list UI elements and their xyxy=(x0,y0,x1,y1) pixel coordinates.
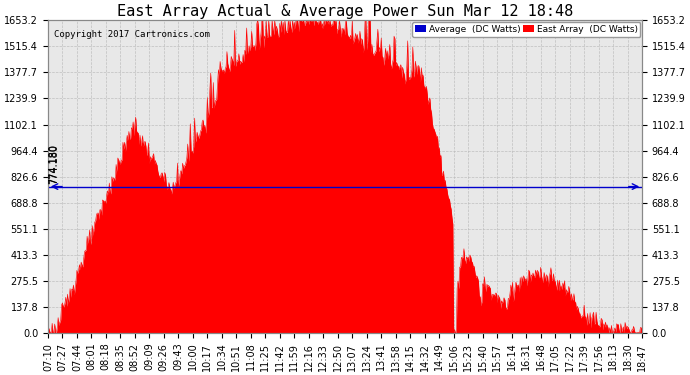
Title: East Array Actual & Average Power Sun Mar 12 18:48: East Array Actual & Average Power Sun Ma… xyxy=(117,4,573,19)
Text: 774.180: 774.180 xyxy=(50,144,59,184)
Legend: Average  (DC Watts), East Array  (DC Watts): Average (DC Watts), East Array (DC Watts… xyxy=(413,22,640,36)
Text: 774.180: 774.180 xyxy=(48,144,58,184)
Text: Copyright 2017 Cartronics.com: Copyright 2017 Cartronics.com xyxy=(54,30,210,39)
